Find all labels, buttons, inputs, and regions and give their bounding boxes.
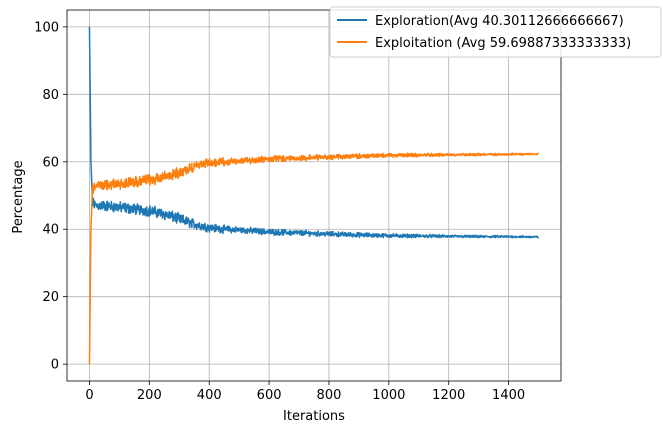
x-tick-label: 0 [85,388,93,403]
x-tick-label: 1000 [372,388,405,403]
series-line-exploration [88,26,540,239]
y-tick-label: 40 [42,223,59,238]
x-tick-label: 1400 [492,388,525,403]
axes [63,9,562,385]
x-tick-label: 200 [137,388,162,403]
legend: Exploration(Avg 40.30112666666667) Explo… [329,6,662,58]
y-tick-label: 100 [34,20,59,35]
x-axis-label: Iterations [283,409,345,424]
legend-box [329,6,662,58]
tick-labels: 0 200 400 600 800 1000 1200 1400 0 20 40 60 80 100 [34,20,525,403]
legend-label-exploitation: Exploitation (Avg 59.69887333333333) [375,36,631,51]
plot-frame [66,9,562,382]
y-tick-label: 0 [51,358,59,373]
y-tick-label: 60 [42,155,59,170]
x-tick-label: 800 [317,388,342,403]
series-lines [88,26,540,365]
x-tick-label: 600 [257,388,282,403]
legend-label-exploration: Exploration(Avg 40.30112666666667) [375,14,624,29]
y-tick-label: 20 [42,290,59,305]
y-axis-label: Percentage [11,160,26,233]
series-line-exploitation [88,152,540,365]
y-tick-label: 80 [42,88,59,103]
x-tick-label: 400 [197,388,222,403]
x-tick-label: 1200 [432,388,465,403]
